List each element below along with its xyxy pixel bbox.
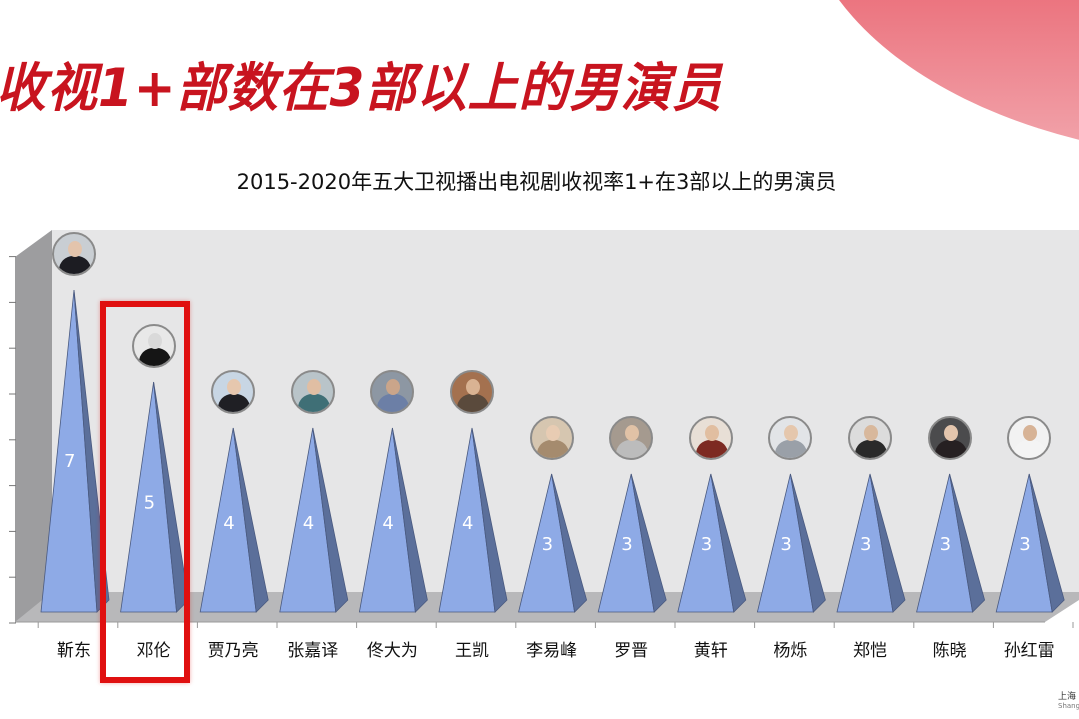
avatar-陈晓 xyxy=(927,416,972,460)
data-label: 7 xyxy=(64,451,75,472)
arc-mask xyxy=(800,160,1079,220)
pyramid-side-face xyxy=(949,473,986,613)
pyramid-side-face xyxy=(312,427,349,613)
x-label-2: 贾乃亮 xyxy=(207,641,259,661)
avatar-杨烁 xyxy=(768,416,813,460)
avatar-body xyxy=(934,440,967,458)
avatar-张嘉译 xyxy=(290,370,335,414)
avatar-王凯 xyxy=(450,370,494,414)
pyramid-side-face xyxy=(630,473,667,613)
x-label-1: 邓伦 xyxy=(136,641,171,661)
pyramid-side-face xyxy=(1028,473,1065,613)
avatar-body xyxy=(616,440,649,458)
x-label-6: 李易峰 xyxy=(526,641,578,661)
avatar-孙红雷 xyxy=(1007,416,1052,460)
avatar-head xyxy=(625,425,640,441)
x-label-5: 王凯 xyxy=(455,641,489,661)
data-label: 4 xyxy=(462,513,473,534)
avatar-head xyxy=(704,425,719,441)
avatar-head xyxy=(545,425,560,441)
pyramid-side-face xyxy=(232,427,269,613)
data-label: 3 xyxy=(860,534,871,555)
chart-title: 2015-2020年五大卫视播出电视剧收视率1+在3部以上的男演员 xyxy=(0,166,1079,196)
data-label: 4 xyxy=(303,513,314,534)
data-label: 4 xyxy=(223,513,234,534)
chart-title-text: 2015-2020年五大卫视播出电视剧收视率1+在3部以上的男演员 xyxy=(236,170,837,194)
avatar-佟大为 xyxy=(370,370,415,414)
avatar-body xyxy=(695,440,728,458)
avatar-靳东 xyxy=(52,232,96,276)
x-label-12: 孙红雷 xyxy=(1003,641,1055,661)
pyramid-side-face xyxy=(710,473,747,613)
pyramid-side-face xyxy=(392,427,428,613)
x-label-11: 陈晓 xyxy=(932,641,967,661)
data-label: 5 xyxy=(144,493,155,514)
data-label: 3 xyxy=(621,534,632,555)
x-label-10: 郑恺 xyxy=(853,641,887,661)
data-label: 3 xyxy=(701,534,712,555)
avatar-head xyxy=(227,379,242,395)
pyramid-side-face xyxy=(551,473,588,613)
avatar-head xyxy=(147,333,162,349)
avatar-head xyxy=(784,425,799,441)
avatar-head xyxy=(864,425,878,441)
pyramid-side-face xyxy=(471,427,508,613)
avatar-body xyxy=(218,394,251,412)
avatar-body xyxy=(855,440,887,458)
chart-side-wall xyxy=(15,230,52,622)
avatar-head xyxy=(306,379,321,395)
x-label-7: 罗晋 xyxy=(614,641,649,661)
avatar-head xyxy=(1023,425,1038,441)
pyramid-side-face xyxy=(790,473,826,613)
x-label-0: 靳东 xyxy=(57,641,91,661)
pyramid-side-face xyxy=(153,381,190,613)
data-label: 3 xyxy=(542,534,553,555)
x-label-3: 张嘉译 xyxy=(287,641,339,661)
data-label: 3 xyxy=(940,534,951,555)
avatar-body xyxy=(536,440,569,458)
data-label: 3 xyxy=(1019,534,1030,555)
avatar-body xyxy=(457,394,489,412)
avatar-body xyxy=(775,440,808,458)
avatar-黄轩 xyxy=(688,416,733,460)
avatar-body xyxy=(377,394,410,412)
watermark-en: Shang xyxy=(1058,702,1079,710)
avatar-head xyxy=(68,241,82,257)
avatar-body xyxy=(297,394,330,412)
avatar-head xyxy=(386,379,401,395)
highlight-box xyxy=(100,301,190,683)
slide-title: 收视1+部数在3部以上的男演员 xyxy=(0,57,723,119)
x-label-9: 杨烁 xyxy=(773,641,808,661)
pyramid-side-face xyxy=(869,473,906,613)
data-label: 3 xyxy=(780,534,791,555)
avatar-贾乃亮 xyxy=(211,370,256,414)
avatar-body xyxy=(59,256,91,274)
avatar-body xyxy=(1014,440,1047,458)
avatar-body xyxy=(138,348,171,366)
watermark: 上海 Shang xyxy=(1058,693,1079,711)
avatar-head xyxy=(943,425,958,441)
watermark-cn: 上海 xyxy=(1058,692,1077,702)
avatar-李易峰 xyxy=(529,416,574,460)
avatar-邓伦 xyxy=(131,324,176,368)
x-label-4: 佟大为 xyxy=(366,641,418,661)
x-label-8: 黄轩 xyxy=(693,641,728,661)
avatar-郑恺 xyxy=(848,416,892,460)
data-label: 4 xyxy=(382,513,393,534)
avatar-head xyxy=(466,379,480,395)
avatar-罗晋 xyxy=(609,416,654,460)
